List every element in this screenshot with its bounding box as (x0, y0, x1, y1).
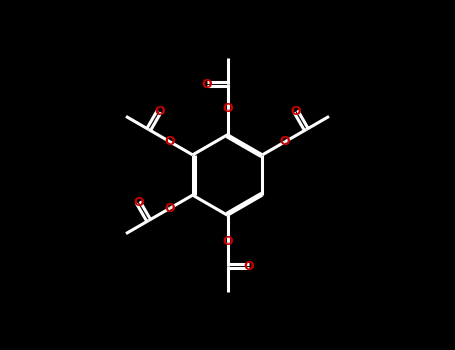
Text: O: O (201, 77, 212, 91)
Text: O: O (222, 102, 233, 115)
Text: O: O (222, 235, 233, 248)
Text: O: O (165, 202, 175, 215)
Text: O: O (165, 135, 175, 148)
Text: O: O (243, 259, 254, 273)
Text: O: O (280, 135, 290, 148)
Text: O: O (154, 105, 165, 118)
Text: O: O (290, 105, 301, 118)
Text: O: O (133, 196, 143, 209)
